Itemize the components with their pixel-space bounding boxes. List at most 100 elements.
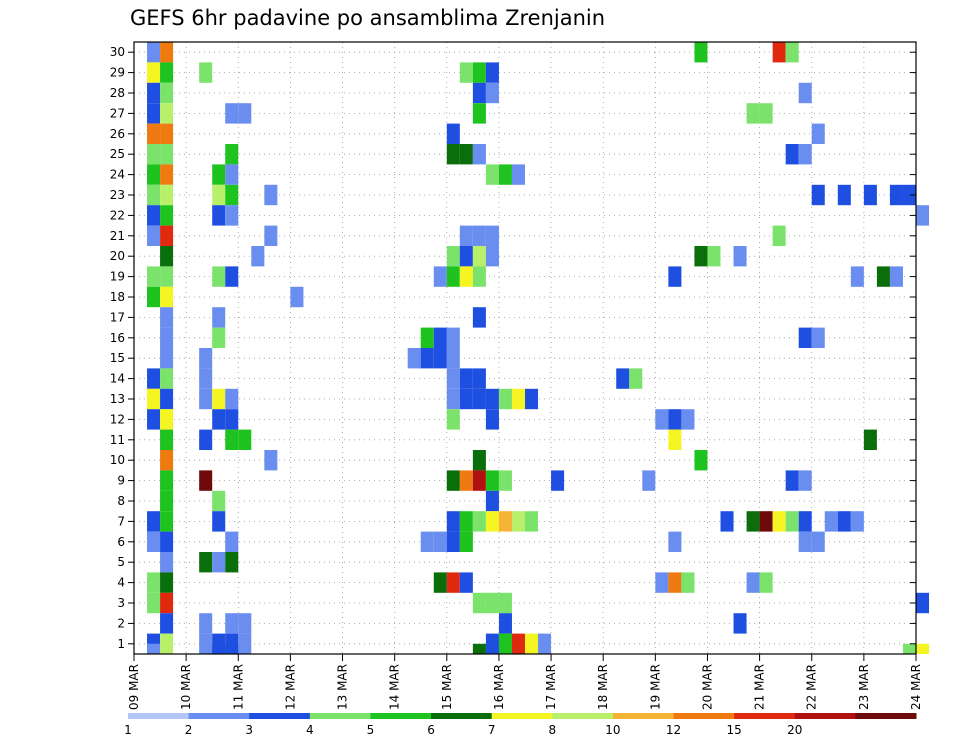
- heatmap-cell: [225, 613, 239, 634]
- colorbar-swatch: [734, 713, 796, 719]
- heatmap-cell: [225, 266, 239, 287]
- heatmap-cell: [147, 82, 161, 104]
- heatmap-cell: [798, 144, 812, 165]
- colorbar-label: 8: [548, 723, 556, 737]
- heatmap-cell: [199, 633, 213, 654]
- heatmap-cell: [199, 368, 213, 389]
- y-tick-label: 20: [110, 249, 125, 263]
- heatmap-cell: [511, 388, 525, 410]
- heatmap-cell: [446, 144, 460, 165]
- heatmap-cell: [472, 511, 486, 532]
- heatmap-cell: [472, 246, 486, 267]
- colorbar-swatch: [128, 713, 190, 719]
- heatmap-cell: [459, 144, 473, 165]
- heatmap-cell: [668, 572, 682, 593]
- colorbar-swatch: [309, 713, 371, 719]
- heatmap-cell: [811, 327, 825, 348]
- heatmap-cell: [746, 572, 760, 593]
- heatmap-cell: [147, 225, 161, 246]
- heatmap-cell: [212, 184, 226, 206]
- heatmap-cell: [459, 572, 473, 593]
- heatmap-cell: [199, 429, 213, 450]
- heatmap-cell: [889, 266, 903, 287]
- heatmap-cell: [824, 511, 838, 532]
- heatmap-cell: [160, 266, 174, 287]
- colorbar-label: 2: [185, 723, 193, 737]
- heatmap-cell: [681, 409, 695, 430]
- heatmap-cell: [785, 470, 799, 491]
- y-tick-label: 18: [110, 290, 125, 304]
- heatmap-cell: [264, 450, 278, 471]
- heatmap-cell: [472, 368, 486, 389]
- heatmap-cell: [485, 592, 499, 614]
- heatmap-cell: [147, 205, 161, 226]
- heatmap-cell: [485, 470, 499, 491]
- heatmap-cell: [459, 62, 473, 83]
- heatmap-cell: [160, 552, 174, 573]
- heatmap-cell: [863, 429, 877, 450]
- colorbar-label: 15: [727, 723, 742, 737]
- colorbar-label: 3: [245, 723, 253, 737]
- x-tick-label: 21 MAR: [753, 664, 767, 710]
- y-tick-label: 10: [110, 453, 125, 467]
- heatmap-cell: [694, 246, 708, 267]
- heatmap-cell: [498, 592, 512, 614]
- y-tick-label: 27: [110, 106, 125, 120]
- colorbar-swatch: [370, 713, 432, 719]
- heatmap-cell: [902, 643, 916, 654]
- heatmap-cell: [459, 511, 473, 532]
- y-tick-label: 15: [110, 351, 125, 365]
- heatmap-cell: [538, 633, 552, 654]
- heatmap-cell: [733, 246, 747, 267]
- heatmap-cell: [498, 388, 512, 410]
- y-tick-label: 9: [117, 474, 125, 488]
- heatmap-cell: [160, 388, 174, 410]
- heatmap-cell: [147, 643, 161, 654]
- heatmap-cell: [160, 103, 174, 124]
- y-tick-label: 26: [110, 127, 125, 141]
- heatmap-cell: [147, 531, 161, 552]
- heatmap-cell: [694, 42, 708, 63]
- heatmap-cell: [498, 164, 512, 185]
- heatmap-cell: [446, 409, 460, 430]
- y-tick-label: 12: [110, 412, 125, 426]
- heatmap-cell: [446, 572, 460, 593]
- y-tick-label: 23: [110, 188, 125, 202]
- heatmap-cell: [147, 511, 161, 532]
- heatmap-cell: [472, 307, 486, 328]
- heatmap-cell: [199, 470, 213, 491]
- heatmap-cell: [472, 82, 486, 104]
- heatmap-cell: [160, 42, 174, 63]
- heatmap-cell: [485, 225, 499, 246]
- heatmap-cell: [916, 643, 930, 654]
- heatmap-cell: [485, 62, 499, 83]
- heatmap-cell: [525, 511, 539, 532]
- heatmap-cell: [225, 205, 239, 226]
- heatmap-cell: [160, 450, 174, 471]
- heatmap-cell: [225, 552, 239, 573]
- heatmap-cell: [446, 388, 460, 410]
- heatmap-cell: [199, 62, 213, 83]
- colorbar-legend: 1 2 3 4 5 6 7 8 10 12 15 20: [124, 713, 917, 737]
- heatmap-cell: [160, 205, 174, 226]
- heatmap-cell: [225, 643, 239, 654]
- x-tick-label: 18 MAR: [596, 664, 610, 710]
- heatmap-cell: [225, 103, 239, 124]
- heatmap-cell: [160, 572, 174, 593]
- heatmap-cell: [459, 368, 473, 389]
- heatmap-cell: [160, 307, 174, 328]
- heatmap-cell: [160, 409, 174, 430]
- y-tick-label: 6: [117, 535, 125, 549]
- colorbar-swatch: [552, 713, 614, 719]
- heatmap-cell: [160, 123, 174, 144]
- heatmap-cell: [160, 511, 174, 532]
- heatmap-cell: [160, 592, 174, 614]
- colorbar-label: 7: [488, 723, 496, 737]
- heatmap-cell: [668, 409, 682, 430]
- heatmap-cell: [147, 184, 161, 206]
- y-tick-label: 14: [110, 372, 125, 386]
- heatmap-cell: [433, 572, 447, 593]
- heatmap-cell: [759, 572, 773, 593]
- colorbar-label: 4: [306, 723, 314, 737]
- colorbar-label: 6: [427, 723, 435, 737]
